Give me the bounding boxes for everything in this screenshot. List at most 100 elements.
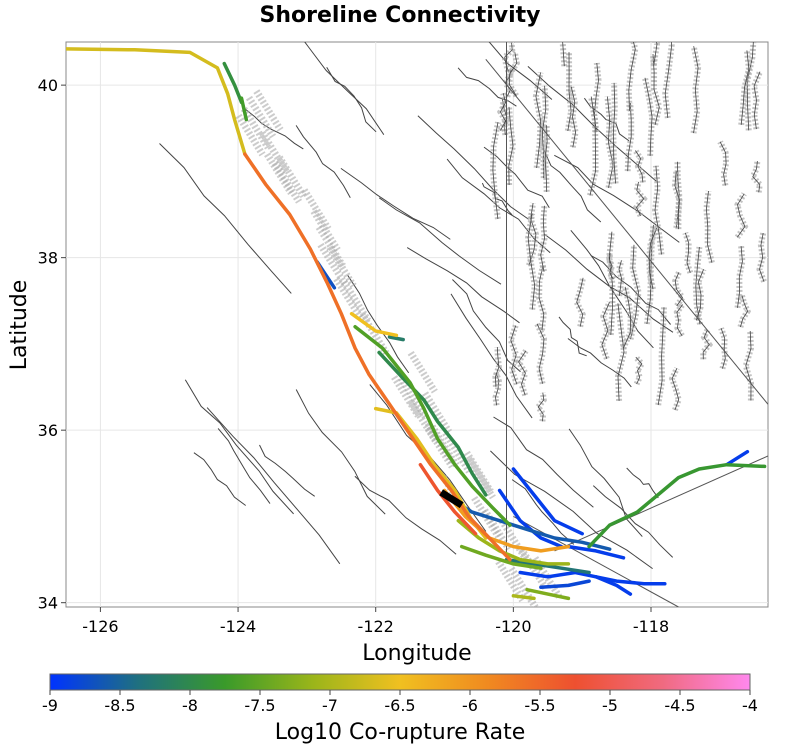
colorbar-tick-label: -5.5 <box>524 696 555 715</box>
colorbar-tick-label: -7.5 <box>244 696 275 715</box>
fault-trace <box>753 71 761 130</box>
y-axis-label: Latitude <box>7 280 32 371</box>
fault-trace <box>493 416 594 508</box>
fault-trace <box>618 260 622 296</box>
fault-trace <box>635 150 644 183</box>
fault-trace <box>490 450 653 570</box>
fault-trace <box>527 213 536 310</box>
fault-trace <box>499 93 507 131</box>
fault-trace <box>740 295 749 328</box>
colorbar-tick-label: -6 <box>462 696 478 715</box>
fault-trace <box>592 485 674 558</box>
connectivity-line <box>511 467 584 536</box>
fault-trace <box>601 302 610 359</box>
fault-trace <box>736 193 746 238</box>
colorbar-tick-label: -8 <box>182 696 198 715</box>
fault-trace <box>740 50 750 125</box>
fault-trace <box>417 115 529 220</box>
colorbar-tick-label: -9 <box>42 696 58 715</box>
fault-trace <box>628 42 636 111</box>
fault-trace <box>159 143 292 294</box>
y-tick-label: 38 <box>38 249 58 268</box>
fault-trace <box>483 146 550 209</box>
fault-trace <box>654 165 662 255</box>
fault-trace <box>509 52 518 97</box>
fault-trace <box>570 86 577 148</box>
colorbar-tick-label: -7 <box>322 696 338 715</box>
connectivity-line <box>594 575 633 596</box>
fault-trace <box>304 42 385 135</box>
connectivity-line <box>539 579 591 589</box>
fault-trace <box>536 323 545 384</box>
fault-trace <box>567 52 572 131</box>
fault-trace <box>612 82 616 184</box>
fault-trace <box>184 379 294 515</box>
x-tick-label: -124 <box>220 617 256 636</box>
fault-trace <box>720 328 726 369</box>
colorbar-tick-label: -5 <box>602 696 618 715</box>
fault-trace <box>737 246 743 308</box>
fault-trace <box>745 330 752 401</box>
fault-trace <box>608 231 613 335</box>
fault-trace <box>693 46 699 134</box>
connectivity-line <box>377 350 488 497</box>
fault-trace <box>511 479 575 545</box>
fault-trace <box>518 350 527 396</box>
fault-trace <box>452 279 521 373</box>
fault-trace <box>406 247 520 324</box>
connectivity-line <box>349 311 399 338</box>
y-tick-label: 36 <box>38 421 58 440</box>
fault-trace <box>538 265 545 331</box>
fault-trace <box>635 356 643 385</box>
colorbar-tick-label: -8.5 <box>104 696 135 715</box>
fault-trace <box>543 149 602 223</box>
fault-trace <box>508 106 514 186</box>
fault-trace <box>702 329 710 360</box>
fault-trace <box>676 304 683 337</box>
fault-trace <box>627 102 632 172</box>
fault-trace <box>540 205 545 272</box>
fault-trace <box>485 58 768 405</box>
fault-trace <box>494 346 500 387</box>
fault-trace <box>653 42 658 65</box>
fault-trace <box>528 203 537 266</box>
fault-trace <box>705 190 713 263</box>
fault-trace <box>719 141 727 186</box>
chart-title: Shoreline Connectivity <box>259 3 540 28</box>
fault-trace <box>696 269 704 321</box>
fault-trace <box>340 167 451 240</box>
connectivity-line <box>243 152 512 562</box>
fault-trace <box>636 181 645 216</box>
fault-trace <box>630 244 639 340</box>
fault-trace <box>295 125 351 198</box>
x-tick-label: -126 <box>82 617 118 636</box>
background-fault-network <box>159 42 768 607</box>
fault-trace <box>562 42 565 67</box>
y-tick-label: 40 <box>38 76 58 95</box>
fault-trace <box>488 42 553 100</box>
fault-trace <box>378 197 502 285</box>
fault-trace <box>535 72 542 168</box>
fault-trace <box>664 42 673 119</box>
fault-trace <box>674 171 680 230</box>
x-axis-ticks: -126 -124 -122 -120 -118 <box>82 607 669 636</box>
fault-trace <box>607 96 614 188</box>
fault-trace <box>492 122 499 220</box>
fault-trace <box>684 232 691 273</box>
fault-trace <box>558 316 587 357</box>
connectivity-series <box>66 47 767 601</box>
fault-trace <box>326 67 377 133</box>
x-tick-label: -122 <box>358 617 394 636</box>
fault-trace <box>259 444 315 497</box>
fault-trace <box>589 96 597 196</box>
fault-trace <box>217 428 271 504</box>
connectivity-line <box>442 488 571 553</box>
colorbar <box>49 673 751 691</box>
fault-trace <box>544 125 548 192</box>
connectivity-line <box>353 324 512 527</box>
fault-trace <box>244 108 304 150</box>
fault-trace <box>674 272 683 307</box>
fault-trace <box>622 286 632 349</box>
colorbar-tick-label: -4 <box>742 696 758 715</box>
fault-trace <box>759 233 765 282</box>
